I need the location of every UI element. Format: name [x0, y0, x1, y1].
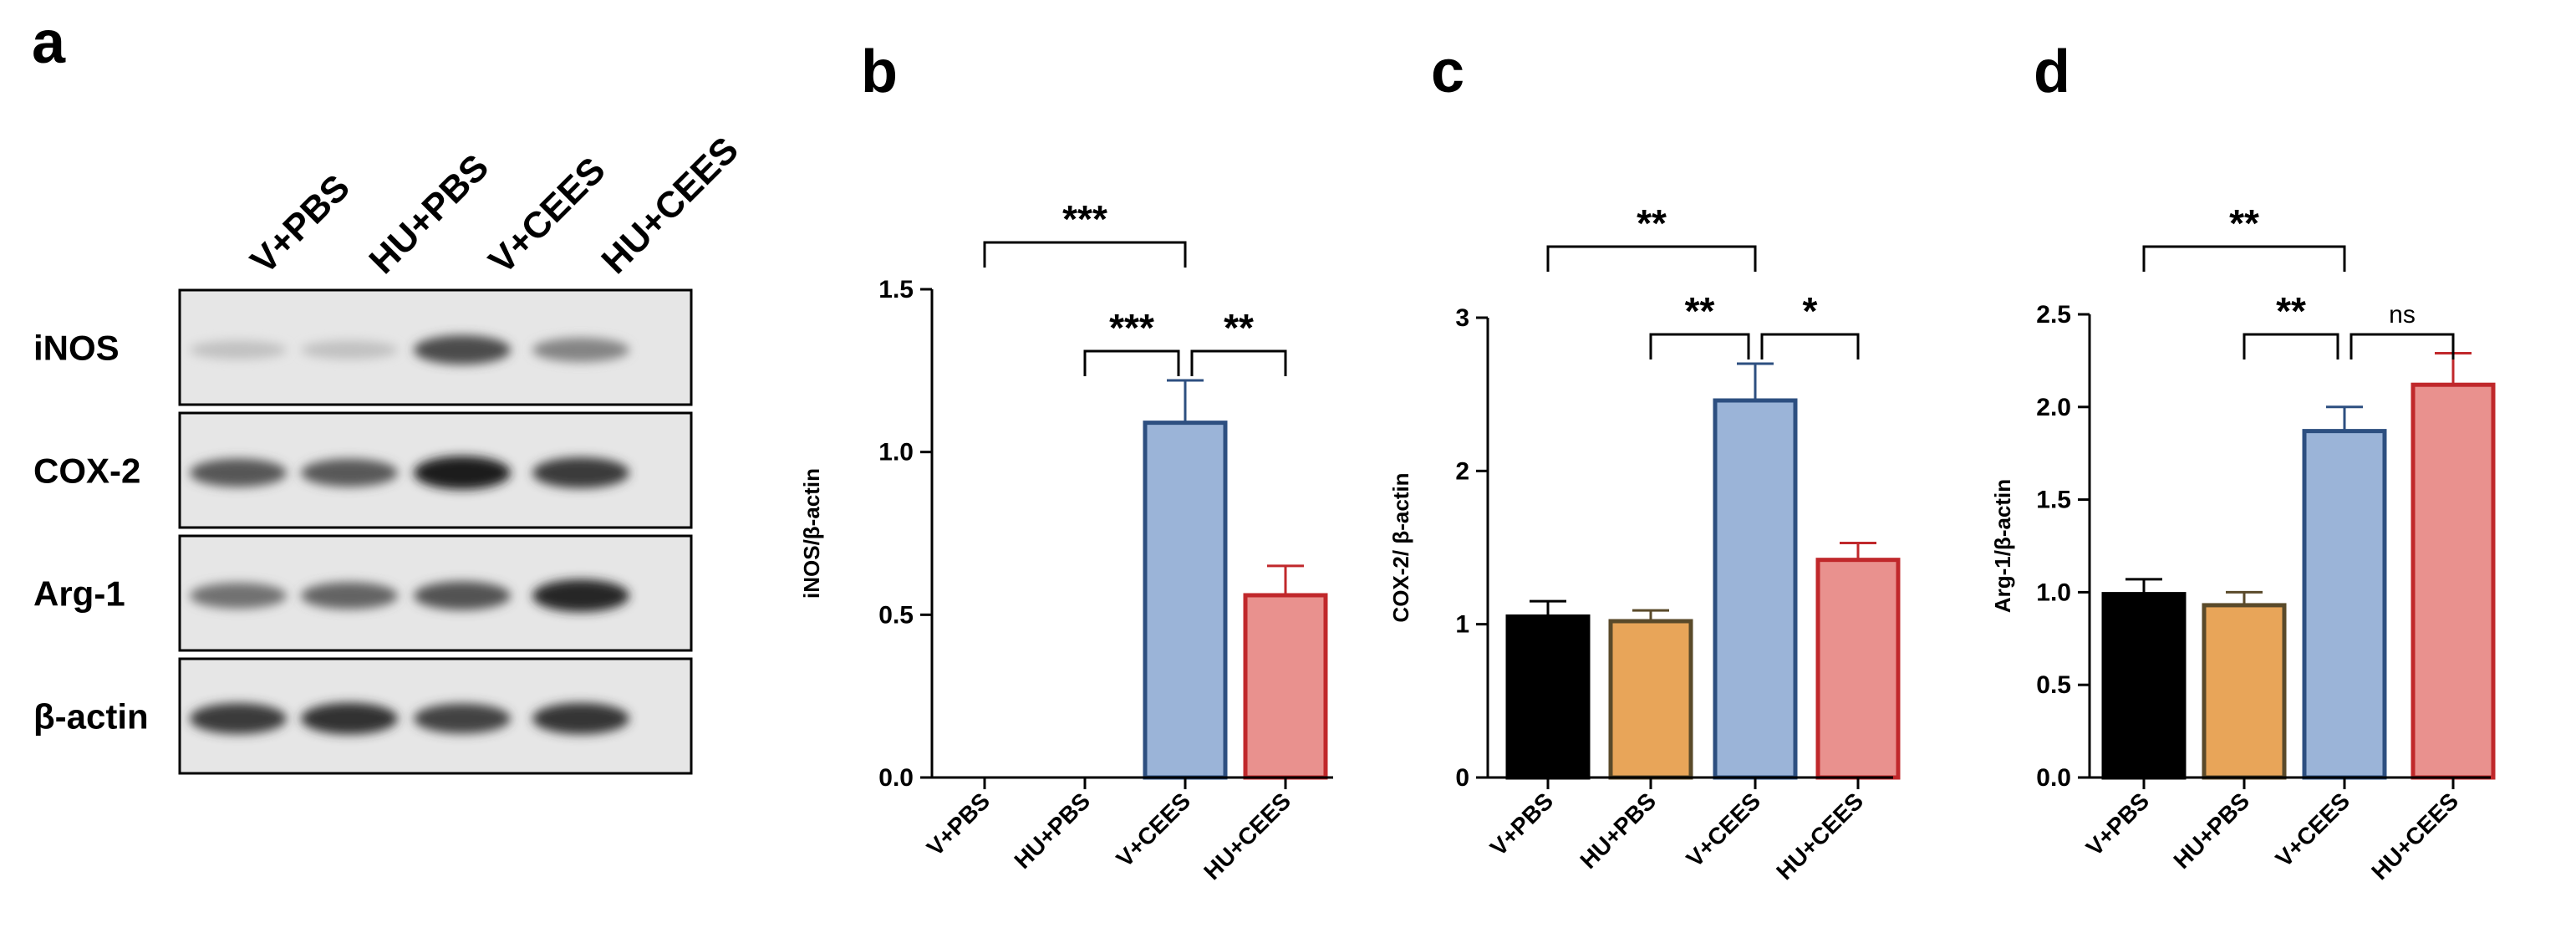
- lane-label: V+CEES: [481, 150, 613, 282]
- blot-band: [532, 338, 629, 362]
- significance-bracket: [1649, 333, 1750, 359]
- y-tick-label: 1.0: [878, 439, 914, 466]
- panel-letter-d: d: [2034, 38, 2070, 105]
- y-tick-label: 3: [1455, 304, 1469, 332]
- chart-arg1: 0.0 0.5 1.0 1.5 2.0 2.5 V+PBS HU+PBS V+CEES HU+CE…: [1990, 201, 2496, 885]
- panel-letter-b: b: [861, 38, 898, 105]
- chart-cox2: 0 1 2 3 V+PBS HU+PBS V+CEES HU+CEES COX-2/ β-act…: [1388, 201, 1901, 885]
- significance-label: *: [1803, 289, 1818, 333]
- x-tick-label: HU+PBS: [1575, 788, 1661, 874]
- bar: [2202, 603, 2287, 780]
- x-tick-label: HU+CEES: [2366, 788, 2463, 885]
- significance-label: ***: [1062, 197, 1107, 241]
- blot-band: [532, 579, 629, 612]
- blot-band: [414, 335, 511, 365]
- blot-band: [190, 340, 287, 359]
- significance-bracket: [983, 241, 1187, 268]
- bar: [1815, 558, 1901, 780]
- significance-label: ns: [2389, 301, 2416, 329]
- significance-bracket: [1546, 245, 1757, 272]
- y-tick-label: 0.0: [2036, 764, 2071, 792]
- x-tick-label: HU+CEES: [1199, 788, 1296, 885]
- blot-band: [190, 703, 287, 734]
- y-tick-label: 0.0: [878, 764, 914, 792]
- bar: [2101, 592, 2187, 780]
- bar: [1143, 421, 1228, 780]
- blot-row: COX-2: [33, 411, 693, 529]
- significance-label: **: [2276, 289, 2306, 333]
- x-tick-label: V+PBS: [1485, 788, 1558, 860]
- lane-label: HU+PBS: [361, 146, 496, 282]
- y-tick-label: 2.0: [2036, 394, 2071, 421]
- blot-band: [301, 582, 398, 609]
- blot-band: [190, 583, 287, 609]
- y-tick-label: 1.5: [2036, 487, 2071, 514]
- x-tick-label: HU+PBS: [2168, 788, 2254, 874]
- x-tick-label: HU+CEES: [1771, 788, 1868, 885]
- blot-band: [301, 702, 398, 735]
- y-axis-label: iNOS/β-actin: [799, 468, 824, 599]
- bar: [2302, 429, 2387, 780]
- significance-label: **: [2229, 201, 2259, 245]
- y-tick-label: 2: [1455, 457, 1469, 485]
- blot-band: [532, 702, 629, 735]
- lane-label: V+PBS: [242, 167, 358, 283]
- bar: [1713, 398, 1798, 780]
- x-tick-label: HU+PBS: [1009, 788, 1095, 874]
- x-tick-label: V+CEES: [1112, 788, 1196, 872]
- y-tick-label: 1.0: [2036, 579, 2071, 606]
- y-tick-label: 0.5: [878, 601, 914, 629]
- blot-band: [414, 581, 511, 610]
- blot-row: β-actin: [33, 657, 693, 775]
- x-tick-label: V+CEES: [1682, 788, 1766, 872]
- bar: [1505, 614, 1591, 780]
- lane-labels: V+PBS HU+PBS V+CEES HU+CEES: [242, 130, 746, 282]
- significance-label: ***: [1109, 306, 1154, 349]
- bar: [1608, 619, 1693, 780]
- y-tick-label: 1.5: [878, 276, 914, 303]
- blot-band: [301, 340, 398, 359]
- blot-band: [532, 457, 629, 488]
- blot-row-label: β-actin: [33, 697, 149, 737]
- blot-row: Arg-1: [33, 534, 693, 652]
- western-blot: V+PBS HU+PBS V+CEES HU+CEES iNOS COX-2 Arg…: [33, 130, 746, 775]
- significance-bracket: [1190, 349, 1287, 376]
- y-tick-label: 0.5: [2036, 671, 2071, 699]
- significance-label: **: [1224, 306, 1254, 349]
- blot-band: [301, 458, 398, 487]
- y-tick-label: 0: [1455, 764, 1469, 792]
- blot-band: [190, 458, 287, 487]
- blot-row-label: Arg-1: [33, 574, 125, 614]
- x-tick-label: V+CEES: [2271, 788, 2355, 872]
- blot-rows: iNOS COX-2 Arg-1 β-actin: [33, 288, 693, 775]
- significance-bracket: [2349, 333, 2455, 359]
- significance-bracket: [1760, 333, 1860, 359]
- blot-row-label: COX-2: [33, 451, 140, 491]
- panel-letter-c: c: [1431, 38, 1464, 105]
- blot-band: [414, 703, 511, 734]
- y-tick-label: 2.5: [2036, 301, 2071, 329]
- x-tick-label: V+PBS: [922, 788, 995, 860]
- blot-row-label: iNOS: [33, 329, 120, 368]
- y-tick-label: 1: [1455, 611, 1469, 639]
- lane-label: HU+CEES: [593, 130, 746, 282]
- bar: [2411, 382, 2496, 780]
- bar: [1243, 593, 1328, 780]
- significance-bracket: [1083, 349, 1180, 376]
- y-axis-label: COX-2/ β-actin: [1388, 472, 1413, 622]
- blot-row: iNOS: [33, 288, 693, 406]
- blot-band: [414, 456, 511, 490]
- significance-bracket: [2142, 245, 2346, 272]
- significance-label: **: [1637, 201, 1667, 245]
- significance-bracket: [2243, 333, 2339, 359]
- chart-inos: 0.0 0.5 1.0 1.5 V+PBS HU+PBS V+CEES HU+CEES iNOS…: [799, 197, 1333, 885]
- x-tick-label: V+PBS: [2081, 788, 2154, 860]
- panel-letter-a: a: [32, 9, 66, 76]
- significance-label: **: [1685, 289, 1715, 333]
- y-axis-label: Arg-1/β-actin: [1990, 479, 2015, 613]
